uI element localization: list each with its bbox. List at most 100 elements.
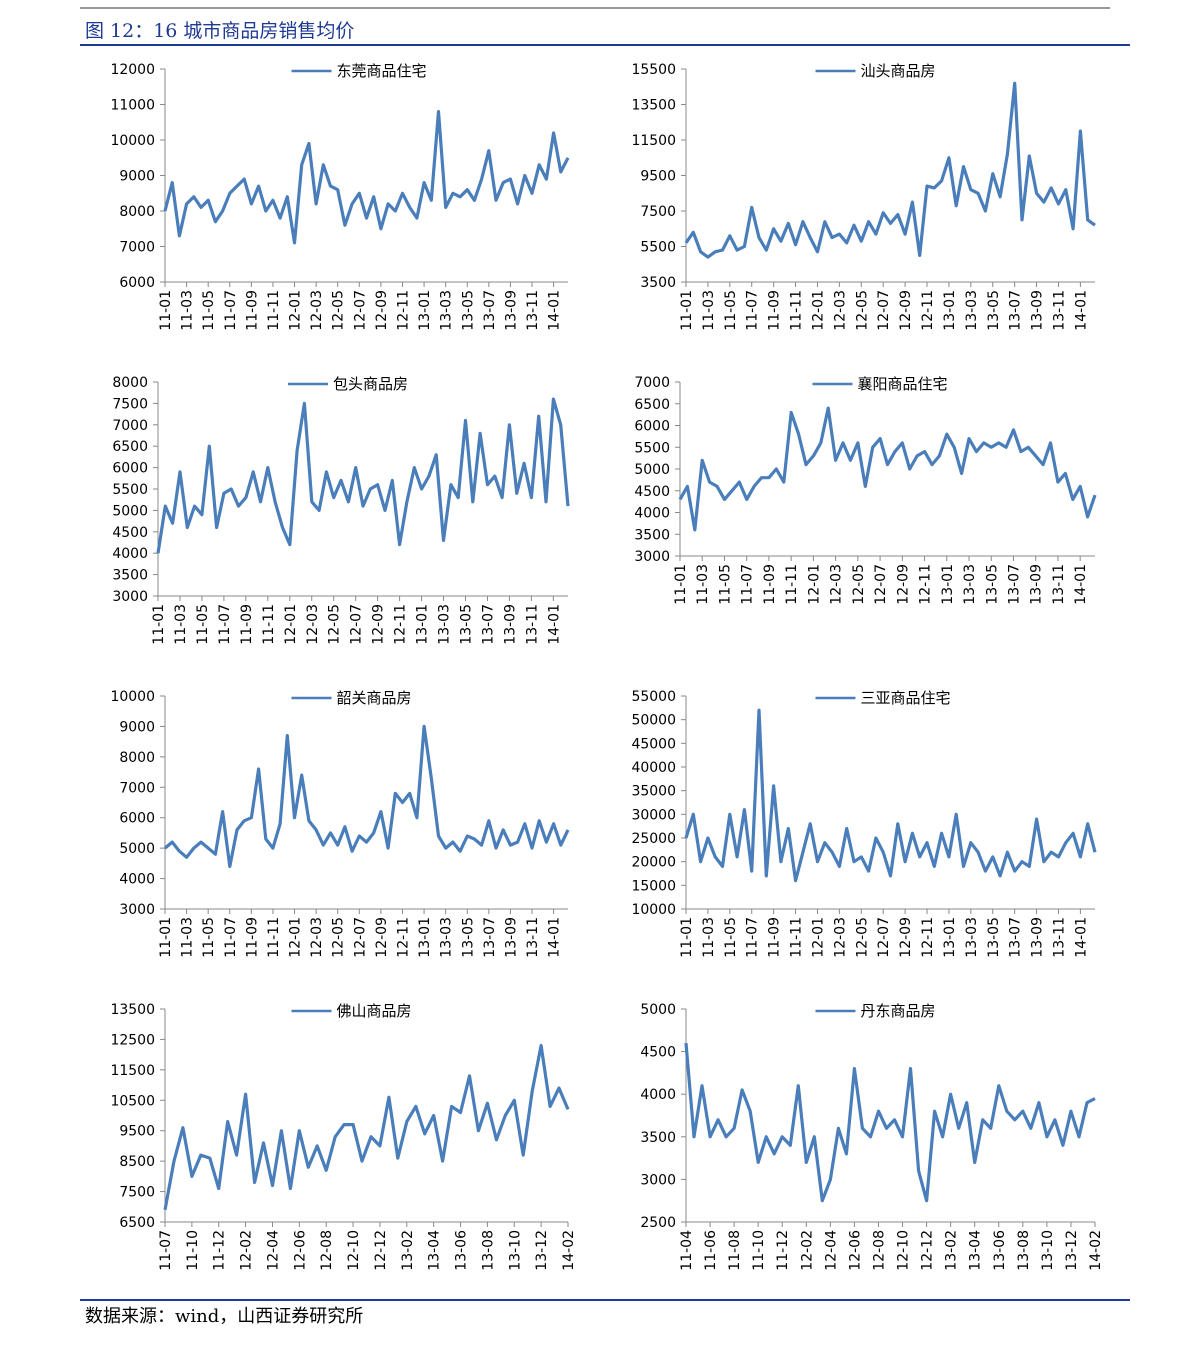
y-tick-label: 2500 <box>640 1215 676 1231</box>
x-tick-label: 11-07 <box>223 917 239 958</box>
x-tick-label: 11-01 <box>679 917 695 958</box>
x-tick-label: 11-09 <box>767 290 783 331</box>
x-tick-label: 13-07 <box>1008 917 1024 958</box>
y-tick-label: 12000 <box>110 62 155 78</box>
y-tick-label: 3500 <box>640 1130 676 1146</box>
x-tick-label: 11-05 <box>195 604 211 645</box>
data-line <box>156 397 570 554</box>
y-tick-label: 7500 <box>640 204 676 220</box>
x-tick-label: 11-11 <box>261 604 277 645</box>
x-tick-label: 12-10 <box>346 1230 362 1271</box>
x-tick-label: 12-11 <box>920 917 936 958</box>
x-tick-label: 11-03 <box>180 917 196 958</box>
x-tick-label: 11-03 <box>701 917 717 958</box>
y-tick-label: 11500 <box>110 1063 155 1079</box>
x-tick-label: 11-01 <box>158 917 174 958</box>
x-tick-label: 12-08 <box>871 1230 887 1271</box>
y-tick-label: 12500 <box>110 1032 155 1048</box>
y-tick-label: 55000 <box>631 689 676 705</box>
y-tick-label: 45000 <box>631 736 676 752</box>
data-line <box>684 1042 1096 1203</box>
x-tick-label: 12-04 <box>823 1230 839 1271</box>
x-tick-label: 14-01 <box>547 917 563 958</box>
x-tick-label: 13-09 <box>1030 917 1046 958</box>
x-tick-label: 11-07 <box>745 917 761 958</box>
x-tick-label: 11-12 <box>775 1230 791 1271</box>
x-tick-label: 13-09 <box>502 604 518 645</box>
y-tick-label: 9000 <box>119 719 155 735</box>
y-tick-label: 5000 <box>119 841 155 857</box>
x-tick-label: 13-05 <box>986 917 1002 958</box>
x-tick-label: 13-08 <box>1016 1230 1032 1271</box>
x-tick-label: 11-03 <box>173 604 189 645</box>
y-tick-label: 6000 <box>634 419 670 435</box>
y-tick-label: 6000 <box>119 275 155 291</box>
x-tick-label: 13-07 <box>482 290 498 331</box>
x-tick-label: 11-11 <box>266 917 282 958</box>
x-tick-label: 12-11 <box>393 604 409 645</box>
x-tick-label: 12-12 <box>373 1230 389 1271</box>
x-tick-label: 11-11 <box>266 290 282 331</box>
x-tick-label: 11-03 <box>701 290 717 331</box>
x-tick-label: 13-03 <box>964 290 980 331</box>
x-tick-label: 12-09 <box>895 564 911 605</box>
x-tick-label: 11-10 <box>185 1230 201 1271</box>
x-tick-label: 12-11 <box>395 917 411 958</box>
y-tick-label: 50000 <box>631 713 676 729</box>
data-line <box>684 81 1096 259</box>
y-tick-label: 4000 <box>640 1087 676 1103</box>
y-tick-label: 3000 <box>119 902 155 918</box>
y-tick-label: 6500 <box>634 397 670 413</box>
x-tick-label: 12-11 <box>918 564 934 605</box>
y-tick-label: 7500 <box>119 1185 155 1201</box>
x-tick-label: 11-06 <box>703 1230 719 1271</box>
x-tick-label: 12-07 <box>876 290 892 331</box>
x-tick-label: 12-07 <box>349 604 365 645</box>
x-tick-label: 13-06 <box>992 1230 1008 1271</box>
x-tick-label: 14-01 <box>546 604 562 645</box>
x-tick-label: 12-03 <box>309 290 325 331</box>
x-tick-label: 13-04 <box>968 1230 984 1271</box>
x-tick-label: 13-09 <box>503 917 519 958</box>
x-tick-label: 13-02 <box>400 1230 416 1271</box>
x-tick-label: 13-01 <box>942 917 958 958</box>
x-tick-label: 11-01 <box>673 564 689 605</box>
x-tick-label: 13-07 <box>1006 564 1022 605</box>
x-tick-label: 11-05 <box>723 290 739 331</box>
x-tick-label: 13-03 <box>437 604 453 645</box>
x-tick-label: 12-01 <box>810 917 826 958</box>
x-tick-label: 13-01 <box>940 564 956 605</box>
y-tick-label: 40000 <box>631 760 676 776</box>
x-tick-label: 11-07 <box>745 290 761 331</box>
y-tick-label: 13500 <box>110 1002 155 1018</box>
x-tick-label: 12-05 <box>327 604 343 645</box>
y-tick-label: 3000 <box>640 1172 676 1188</box>
legend-label: 三亚商品住宅 <box>861 689 951 707</box>
x-tick-label: 11-03 <box>695 564 711 605</box>
chart-panel: 6500 7500 8500 9500 10500 11500 12500 13500 11-0… <box>110 1002 577 1271</box>
data-line <box>684 708 1097 883</box>
x-tick-label: 13-11 <box>1051 917 1067 958</box>
y-tick-label: 8000 <box>112 375 148 391</box>
x-tick-label: 12-11 <box>395 290 411 331</box>
x-tick-label: 13-01 <box>417 917 433 958</box>
y-tick-label: 7000 <box>119 780 155 796</box>
x-tick-label: 11-12 <box>212 1230 228 1271</box>
y-tick-label: 5500 <box>112 482 148 498</box>
y-tick-label: 7500 <box>112 396 148 412</box>
x-tick-label: 12-01 <box>810 290 826 331</box>
x-tick-label: 11-09 <box>239 604 255 645</box>
y-tick-label: 3500 <box>640 275 676 291</box>
x-tick-label: 13-02 <box>944 1230 960 1271</box>
y-tick-label: 5500 <box>640 240 676 256</box>
x-tick-label: 11-04 <box>679 1230 695 1271</box>
x-tick-label: 12-03 <box>832 290 848 331</box>
x-tick-label: 13-11 <box>525 290 541 331</box>
y-tick-label: 6500 <box>112 439 148 455</box>
x-tick-label: 12-03 <box>305 604 321 645</box>
chart-panel: 6000 7000 8000 9000 10000 11000 12000 11-01 11-0… <box>110 62 570 331</box>
y-tick-label: 30000 <box>631 807 676 823</box>
x-tick-label: 12-05 <box>331 290 347 331</box>
x-tick-label: 12-01 <box>283 604 299 645</box>
x-tick-label: 11-05 <box>717 564 733 605</box>
